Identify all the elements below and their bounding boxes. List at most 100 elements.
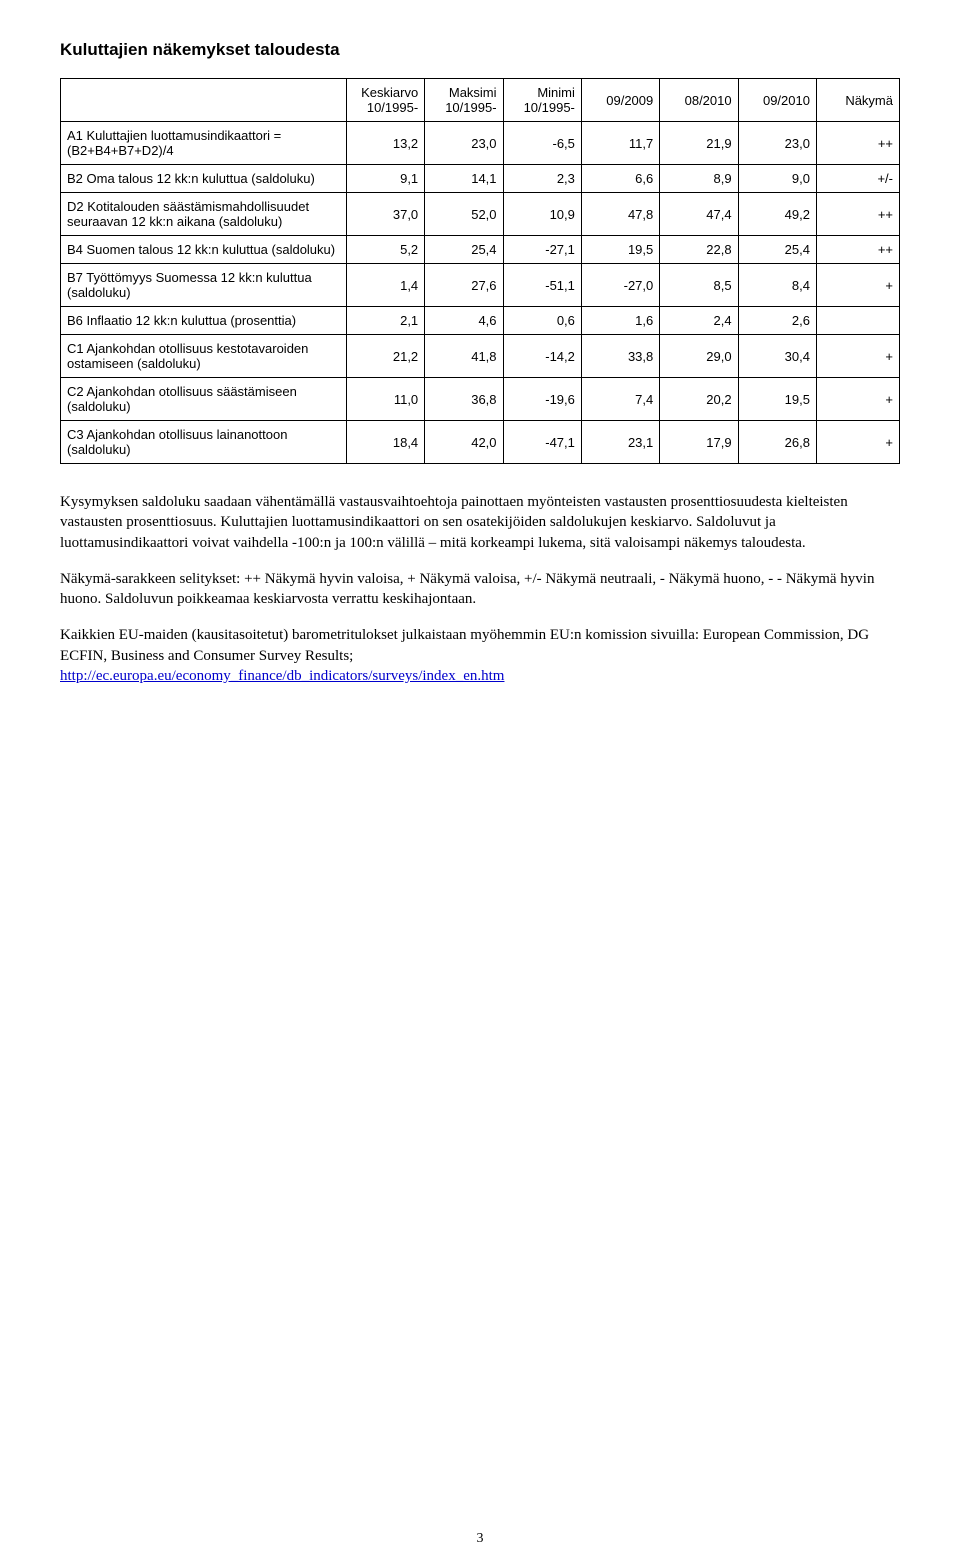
cell-max: 27,6 — [425, 264, 503, 307]
cell-p0909: -27,0 — [581, 264, 659, 307]
cell-max: 41,8 — [425, 335, 503, 378]
row-label: A1 Kuluttajien luottamusindikaattori = (… — [61, 122, 347, 165]
cell-p0910: 49,2 — [738, 193, 816, 236]
col-header-max: Maksimi 10/1995- — [425, 79, 503, 122]
cell-min: 10,9 — [503, 193, 581, 236]
table-body: A1 Kuluttajien luottamusindikaattori = (… — [61, 122, 900, 464]
paragraph-3-text: Kaikkien EU-maiden (kausitasoitetut) bar… — [60, 627, 869, 663]
cell-min: 0,6 — [503, 307, 581, 335]
cell-avg: 13,2 — [346, 122, 424, 165]
cell-outlook — [816, 307, 899, 335]
row-label: C1 Ajankohdan otollisuus kestotavaroiden… — [61, 335, 347, 378]
cell-outlook: ++ — [816, 193, 899, 236]
cell-max: 14,1 — [425, 165, 503, 193]
page-number: 3 — [0, 1531, 960, 1547]
row-label: B2 Oma talous 12 kk:n kuluttua (saldoluk… — [61, 165, 347, 193]
table-row: A1 Kuluttajien luottamusindikaattori = (… — [61, 122, 900, 165]
table-row: B7 Työttömyys Suomessa 12 kk:n kuluttua … — [61, 264, 900, 307]
page-title: Kuluttajien näkemykset taloudesta — [60, 40, 900, 60]
cell-p0810: 20,2 — [660, 378, 738, 421]
table-row: D2 Kotitalouden säästämismahdollisuudet … — [61, 193, 900, 236]
cell-avg: 21,2 — [346, 335, 424, 378]
col-header-outlook: Näkymä — [816, 79, 899, 122]
cell-p0910: 26,8 — [738, 421, 816, 464]
col-header-0810: 08/2010 — [660, 79, 738, 122]
row-label: B6 Inflaatio 12 kk:n kuluttua (prosentti… — [61, 307, 347, 335]
paragraph-1: Kysymyksen saldoluku saadaan vähentämäll… — [60, 492, 900, 553]
row-label: B4 Suomen talous 12 kk:n kuluttua (saldo… — [61, 236, 347, 264]
data-table: Keskiarvo 10/1995- Maksimi 10/1995- Mini… — [60, 78, 900, 464]
cell-max: 52,0 — [425, 193, 503, 236]
cell-p0810: 8,9 — [660, 165, 738, 193]
row-label: C3 Ajankohdan otollisuus lainanottoon (s… — [61, 421, 347, 464]
cell-p0810: 8,5 — [660, 264, 738, 307]
cell-outlook: + — [816, 421, 899, 464]
cell-avg: 1,4 — [346, 264, 424, 307]
table-head: Keskiarvo 10/1995- Maksimi 10/1995- Mini… — [61, 79, 900, 122]
cell-p0910: 23,0 — [738, 122, 816, 165]
cell-p0910: 8,4 — [738, 264, 816, 307]
row-label: D2 Kotitalouden säästämismahdollisuudet … — [61, 193, 347, 236]
col-header-avg: Keskiarvo 10/1995- — [346, 79, 424, 122]
cell-avg: 11,0 — [346, 378, 424, 421]
paragraph-2: Näkymä-sarakkeen selitykset: ++ Näkymä h… — [60, 569, 900, 610]
table-row: B2 Oma talous 12 kk:n kuluttua (saldoluk… — [61, 165, 900, 193]
cell-p0909: 11,7 — [581, 122, 659, 165]
cell-p0910: 30,4 — [738, 335, 816, 378]
cell-p0910: 2,6 — [738, 307, 816, 335]
row-label: C2 Ajankohdan otollisuus säästämiseen (s… — [61, 378, 347, 421]
cell-outlook: ++ — [816, 122, 899, 165]
cell-avg: 18,4 — [346, 421, 424, 464]
cell-p0810: 17,9 — [660, 421, 738, 464]
cell-outlook: + — [816, 335, 899, 378]
cell-p0910: 19,5 — [738, 378, 816, 421]
cell-p0810: 29,0 — [660, 335, 738, 378]
cell-min: -47,1 — [503, 421, 581, 464]
cell-max: 23,0 — [425, 122, 503, 165]
col-header-min: Minimi 10/1995- — [503, 79, 581, 122]
paragraph-3: Kaikkien EU-maiden (kausitasoitetut) bar… — [60, 625, 900, 686]
cell-min: -27,1 — [503, 236, 581, 264]
cell-avg: 2,1 — [346, 307, 424, 335]
table-row: C2 Ajankohdan otollisuus säästämiseen (s… — [61, 378, 900, 421]
cell-p0909: 19,5 — [581, 236, 659, 264]
cell-p0909: 7,4 — [581, 378, 659, 421]
cell-max: 25,4 — [425, 236, 503, 264]
cell-max: 36,8 — [425, 378, 503, 421]
cell-p0910: 25,4 — [738, 236, 816, 264]
col-header-0910: 09/2010 — [738, 79, 816, 122]
cell-p0810: 22,8 — [660, 236, 738, 264]
cell-p0910: 9,0 — [738, 165, 816, 193]
table-row: B6 Inflaatio 12 kk:n kuluttua (prosentti… — [61, 307, 900, 335]
cell-min: -19,6 — [503, 378, 581, 421]
cell-outlook: + — [816, 378, 899, 421]
table-row: C3 Ajankohdan otollisuus lainanottoon (s… — [61, 421, 900, 464]
cell-p0909: 47,8 — [581, 193, 659, 236]
cell-max: 42,0 — [425, 421, 503, 464]
cell-p0810: 2,4 — [660, 307, 738, 335]
cell-p0810: 21,9 — [660, 122, 738, 165]
external-link[interactable]: http://ec.europa.eu/economy_finance/db_i… — [60, 668, 504, 684]
cell-outlook: + — [816, 264, 899, 307]
table-row: B4 Suomen talous 12 kk:n kuluttua (saldo… — [61, 236, 900, 264]
cell-p0909: 33,8 — [581, 335, 659, 378]
cell-outlook: +/- — [816, 165, 899, 193]
col-header-0909: 09/2009 — [581, 79, 659, 122]
cell-avg: 37,0 — [346, 193, 424, 236]
cell-min: -14,2 — [503, 335, 581, 378]
table-header-row: Keskiarvo 10/1995- Maksimi 10/1995- Mini… — [61, 79, 900, 122]
cell-outlook: ++ — [816, 236, 899, 264]
table-row: C1 Ajankohdan otollisuus kestotavaroiden… — [61, 335, 900, 378]
cell-min: -51,1 — [503, 264, 581, 307]
row-label: B7 Työttömyys Suomessa 12 kk:n kuluttua … — [61, 264, 347, 307]
cell-p0909: 23,1 — [581, 421, 659, 464]
cell-avg: 9,1 — [346, 165, 424, 193]
cell-avg: 5,2 — [346, 236, 424, 264]
cell-max: 4,6 — [425, 307, 503, 335]
cell-p0909: 6,6 — [581, 165, 659, 193]
cell-p0810: 47,4 — [660, 193, 738, 236]
col-header-label — [61, 79, 347, 122]
cell-min: 2,3 — [503, 165, 581, 193]
cell-p0909: 1,6 — [581, 307, 659, 335]
page-container: Kuluttajien näkemykset taloudesta Keskia… — [0, 0, 960, 1565]
